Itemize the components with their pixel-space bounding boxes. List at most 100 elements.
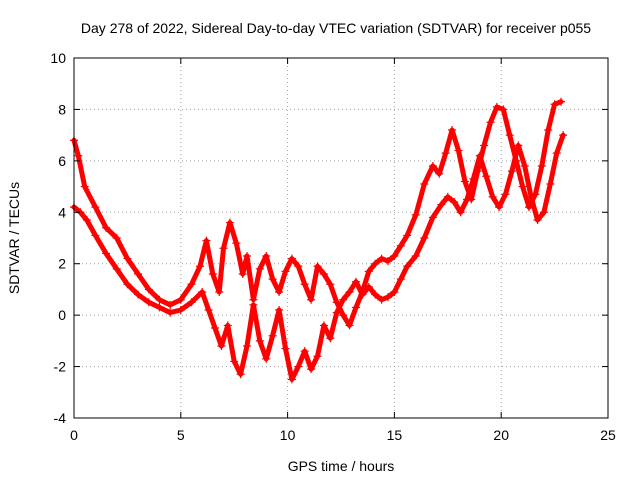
data-point [255, 336, 264, 345]
data-point [232, 239, 241, 248]
x-tick-label: 15 [387, 427, 403, 443]
data-point [176, 295, 185, 304]
data-point [313, 262, 322, 271]
data-point [339, 295, 348, 304]
data-point [217, 342, 226, 350]
data-point [166, 300, 175, 309]
data-point [499, 105, 508, 114]
data-point [428, 162, 437, 170]
data-point [243, 252, 252, 260]
data-point [514, 141, 523, 150]
data-point [307, 295, 316, 304]
data-point [505, 131, 514, 140]
data-point [287, 375, 296, 384]
data-point [390, 288, 399, 296]
data-point [546, 180, 555, 188]
data-point [74, 151, 83, 160]
data-point [364, 282, 373, 291]
data-point [225, 218, 234, 227]
x-tick-label: 25 [600, 427, 616, 443]
y-tick-label: 0 [58, 307, 66, 323]
data-point [469, 174, 478, 183]
data-point [486, 118, 495, 127]
data-point [371, 290, 380, 299]
data-point [358, 290, 367, 299]
data-point [262, 354, 271, 363]
series-line-1 [71, 99, 564, 328]
data-point [480, 141, 489, 150]
grid [74, 58, 608, 418]
data-point [255, 264, 264, 273]
data-point [144, 285, 153, 294]
data-point [281, 267, 290, 276]
data-point [482, 172, 491, 181]
data-point [371, 259, 380, 268]
data-point [450, 198, 459, 206]
data-point [463, 195, 472, 204]
series-group [70, 97, 568, 384]
data-point [351, 277, 360, 286]
data-point [275, 288, 284, 296]
data-point [204, 306, 213, 314]
data-point [495, 203, 504, 212]
data-point [249, 300, 258, 309]
data-point [396, 241, 405, 250]
data-point [275, 306, 284, 314]
data-point [533, 216, 542, 224]
data-point [550, 100, 559, 109]
data-point [91, 203, 100, 212]
data-point [518, 182, 527, 191]
data-point [198, 288, 207, 296]
data-point [552, 149, 561, 158]
data-point [80, 182, 89, 191]
data-point [420, 234, 429, 242]
data-point [187, 280, 196, 289]
data-point [176, 306, 185, 314]
data-point [539, 208, 548, 217]
x-tick-label: 5 [177, 427, 185, 443]
y-tick-label: -4 [54, 410, 67, 426]
data-point [383, 257, 392, 266]
data-point [134, 290, 143, 299]
data-point [202, 236, 211, 245]
data-point [166, 308, 175, 317]
series-line-2 [71, 132, 566, 382]
data-point [230, 357, 239, 366]
data-point [537, 162, 546, 170]
data-point [112, 264, 121, 273]
data-point [411, 210, 420, 219]
data-point [428, 213, 437, 222]
data-point [123, 254, 132, 263]
data-point [443, 192, 452, 201]
data-point [345, 321, 354, 330]
data-point [326, 334, 335, 343]
data-point [155, 295, 164, 304]
data-point [544, 126, 553, 134]
data-point [332, 308, 341, 317]
data-point [501, 190, 510, 199]
data-point [319, 321, 328, 330]
data-point [208, 270, 217, 278]
data-point [420, 180, 429, 188]
y-tick-label: 2 [58, 256, 66, 272]
data-point [223, 321, 232, 330]
data-point [403, 262, 412, 271]
data-point [475, 151, 484, 160]
data-point [441, 149, 450, 158]
data-point [345, 288, 354, 296]
data-point [187, 298, 196, 307]
data-point [488, 192, 497, 201]
data-point [215, 288, 224, 296]
data-point [383, 293, 392, 302]
data-point [319, 270, 328, 278]
y-tick-label: 10 [50, 50, 66, 66]
data-point [403, 231, 412, 240]
data-point [411, 252, 420, 260]
data-point [300, 347, 309, 356]
data-point [507, 167, 516, 176]
y-tick-label: 4 [58, 204, 66, 220]
data-point [196, 262, 205, 271]
data-point [134, 270, 143, 278]
data-point [238, 270, 247, 278]
data-point [520, 162, 529, 170]
